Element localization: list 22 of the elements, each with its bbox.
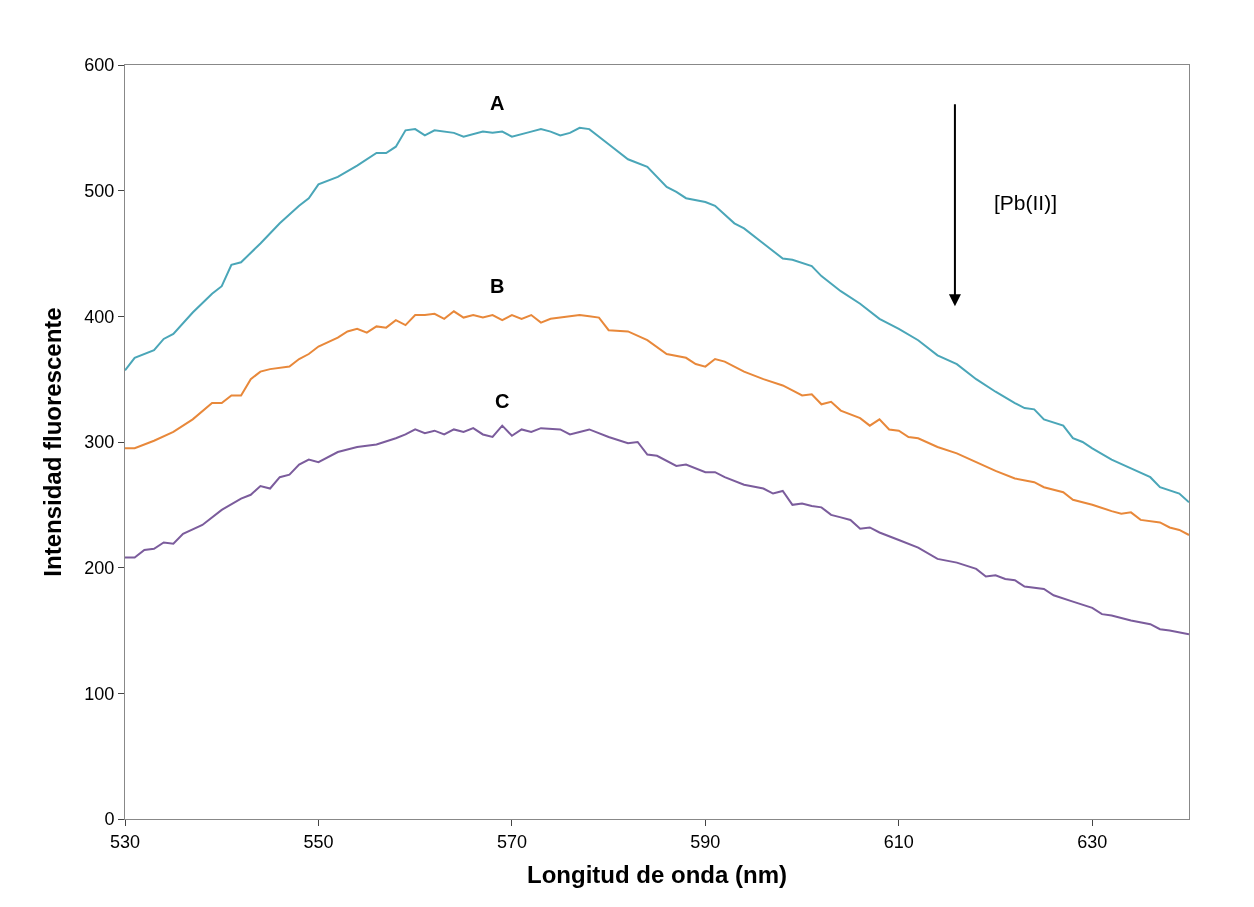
x-axis-title: Longitud de onda (nm) [527, 860, 787, 888]
x-tick-label: 530 [109, 831, 141, 852]
x-tick-label: 550 [303, 831, 334, 852]
series-label: B [490, 275, 505, 297]
y-tick-label: 300 [84, 432, 115, 453]
x-tick-label: 590 [690, 831, 721, 852]
y-tick-label: 400 [84, 306, 115, 327]
y-tick-label: 600 [84, 55, 115, 76]
x-tick-label: 610 [883, 831, 914, 852]
annotation: [Pb(II)] [994, 191, 1058, 214]
y-tick-label: 100 [84, 683, 115, 704]
series-label: A [490, 92, 505, 114]
y-tick-label: 0 [104, 809, 115, 830]
series-label: C [495, 390, 510, 412]
x-tick-label: 630 [1077, 831, 1108, 852]
y-tick-label: 200 [84, 557, 115, 578]
line-series [125, 126, 1189, 504]
line-series [125, 424, 1189, 636]
x-tick-label: 570 [496, 831, 527, 852]
y-axis-title: Intensidad fluorescente [39, 307, 67, 577]
y-tick-label: 500 [84, 180, 115, 201]
line-series [125, 310, 1189, 536]
